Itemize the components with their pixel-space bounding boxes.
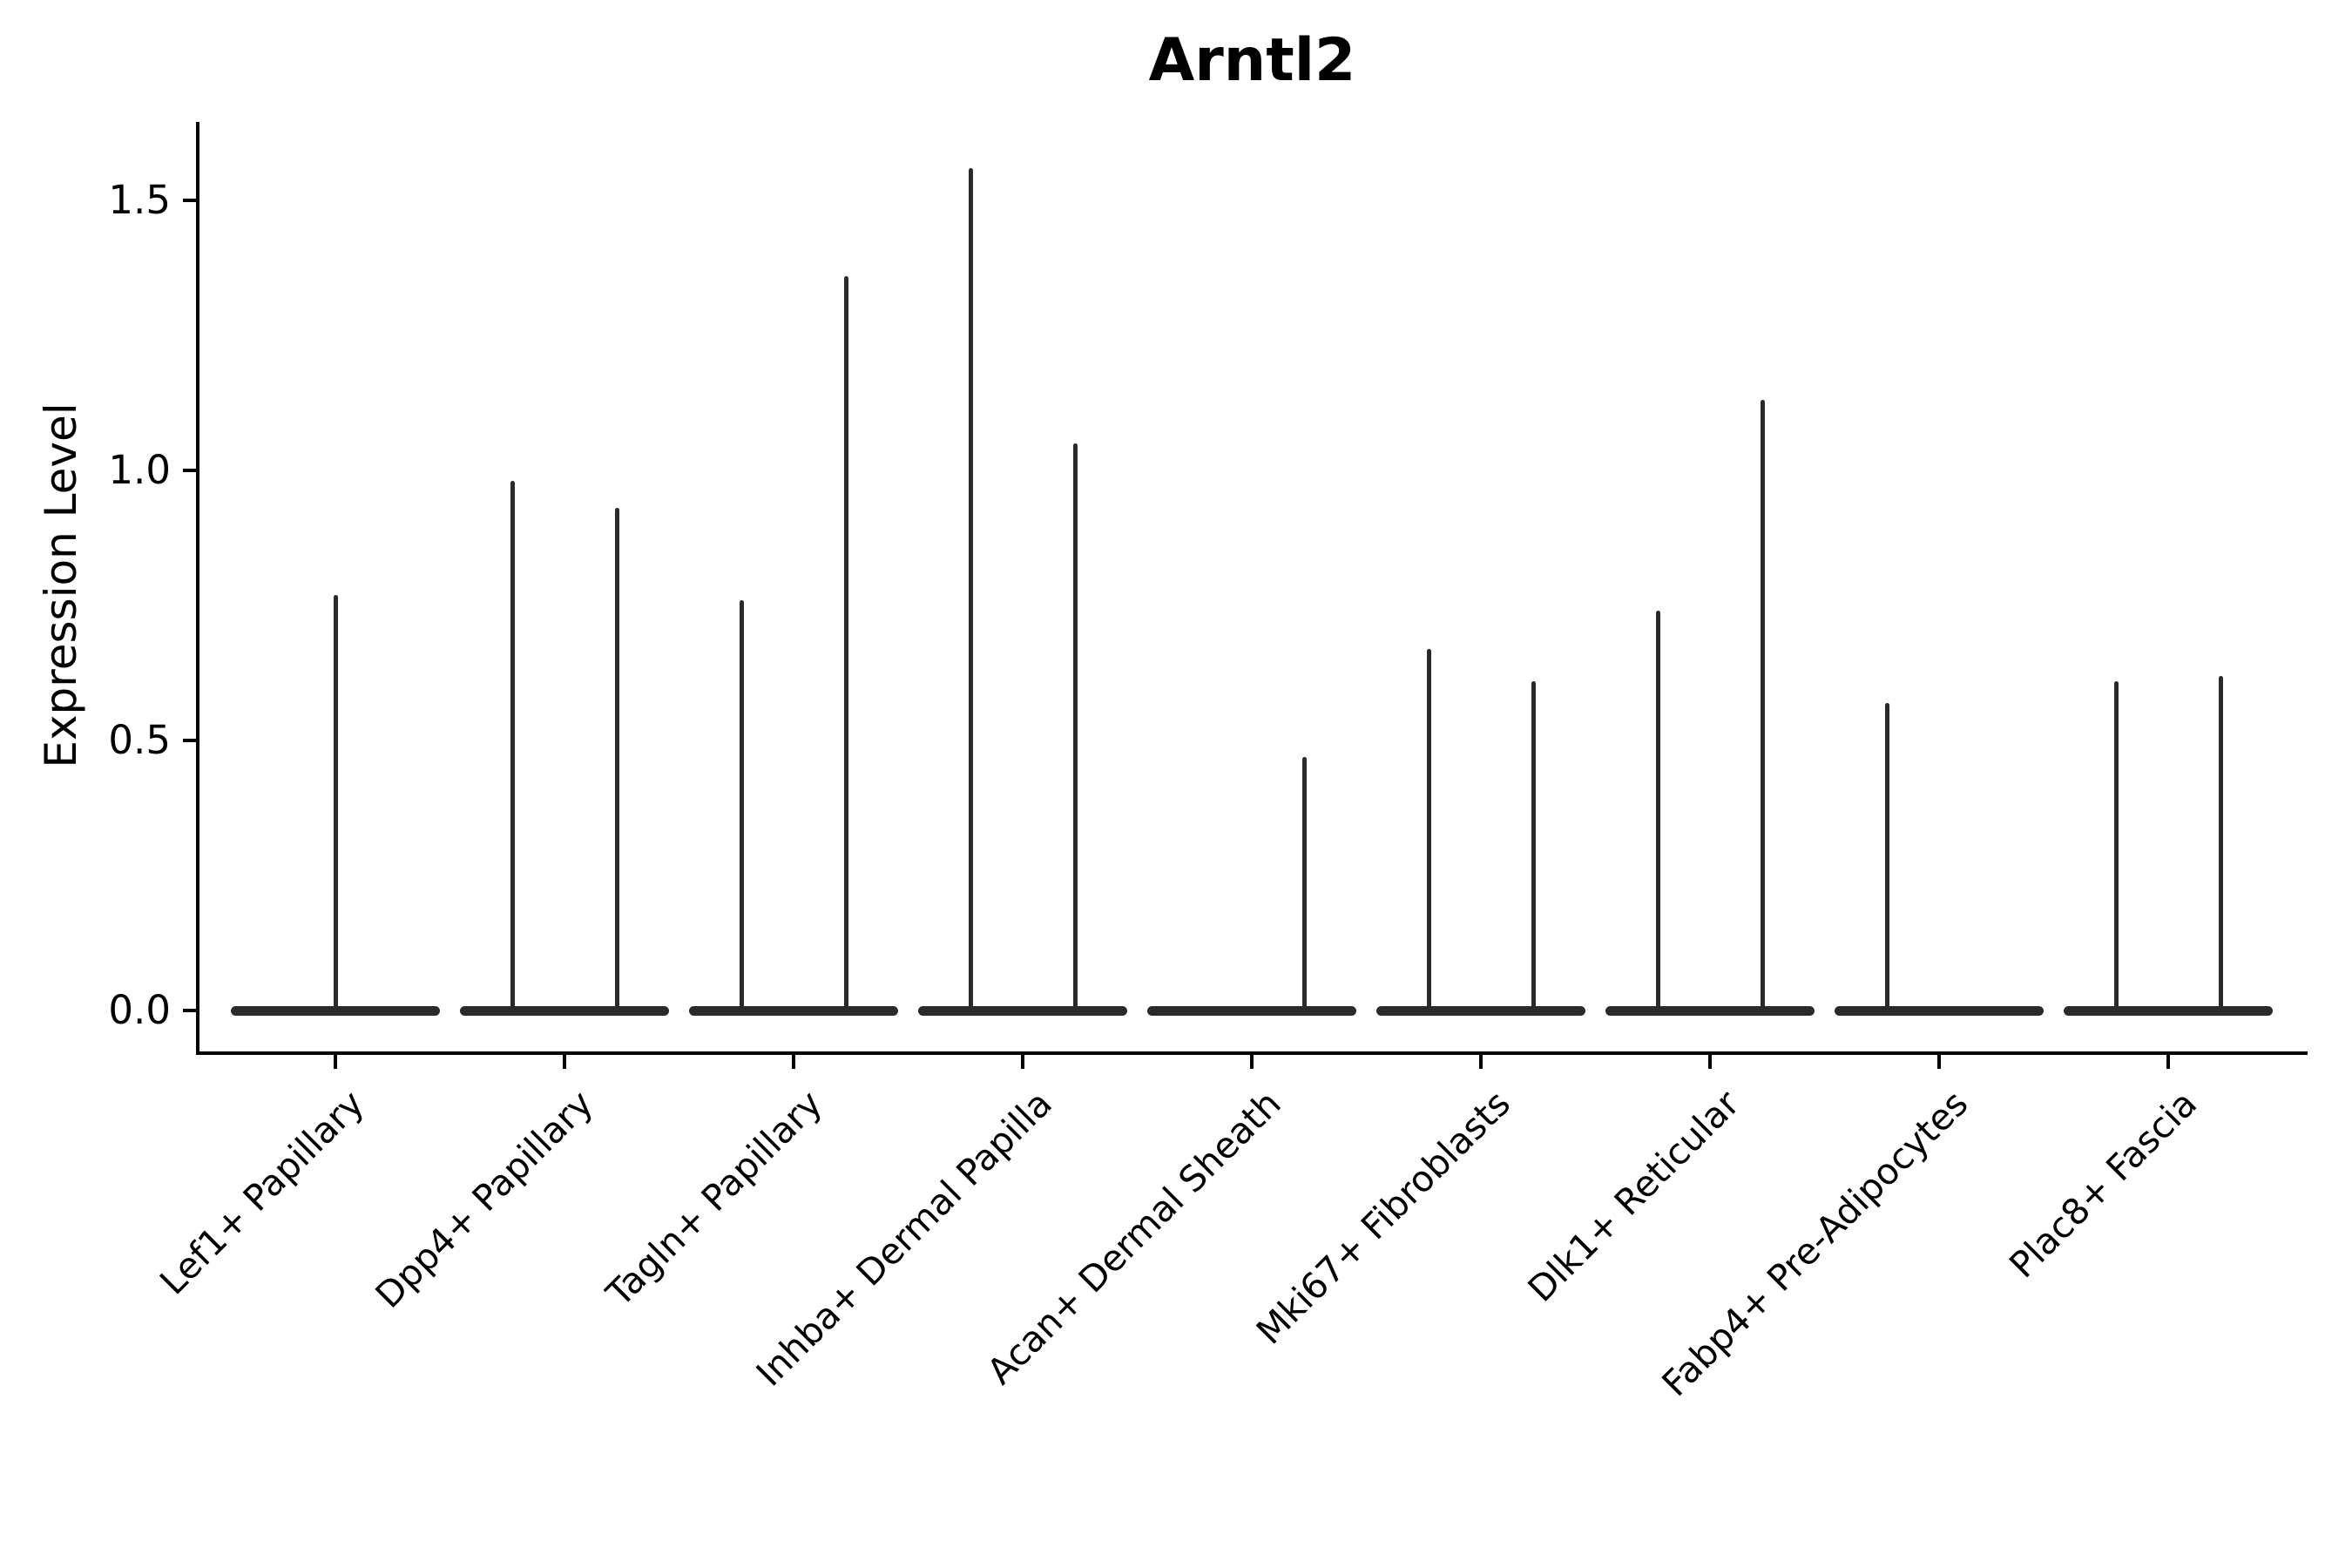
x-tick-label: Mki67+ Fibroblasts: [1247, 1082, 1518, 1353]
violin-spike: [843, 275, 848, 1010]
y-tick-label: 1.5: [108, 177, 171, 223]
violin-base: [1835, 1006, 2044, 1016]
violin-spike: [1426, 648, 1431, 1010]
x-tick-mark: [1479, 1055, 1483, 1069]
x-tick-label: Dpp4+ Papillary: [368, 1082, 602, 1316]
violin-spike: [1531, 680, 1536, 1010]
violin-spike: [333, 594, 338, 1010]
violin-base: [460, 1006, 669, 1016]
y-tick-label: 1.0: [108, 447, 171, 493]
x-tick-mark: [563, 1055, 566, 1069]
x-tick-mark: [334, 1055, 337, 1069]
violin-spike: [1884, 702, 1889, 1010]
x-tick-mark: [1708, 1055, 1712, 1069]
violin-base: [689, 1006, 898, 1016]
y-tick-mark: [183, 469, 196, 472]
violin-spike: [1301, 756, 1307, 1010]
y-tick-mark: [183, 199, 196, 202]
x-tick-label: Tagln+ Papillary: [598, 1082, 831, 1315]
violin-spike: [968, 167, 973, 1010]
y-tick-label: 0.5: [108, 717, 171, 763]
x-tick-mark: [2166, 1055, 2170, 1069]
x-tick-mark: [1250, 1055, 1254, 1069]
violin-base: [1147, 1006, 1356, 1016]
violin-spike: [739, 599, 744, 1010]
x-tick-label: Lef1+ Papillary: [152, 1082, 373, 1303]
y-tick-mark: [183, 1009, 196, 1012]
x-axis-line: [196, 1051, 2308, 1055]
violin-spike: [1072, 443, 1078, 1010]
y-tick-label: 0.0: [108, 987, 171, 1033]
violin-base: [2064, 1006, 2273, 1016]
violin-spike: [510, 481, 515, 1010]
violin-spike: [1760, 400, 1765, 1010]
violin-base: [231, 1006, 440, 1016]
violin-base: [918, 1006, 1127, 1016]
y-tick-mark: [183, 739, 196, 742]
x-tick-label: Plac8+ Fascia: [2001, 1082, 2206, 1287]
x-tick-mark: [1937, 1055, 1941, 1069]
violin-base: [1376, 1006, 1585, 1016]
plot-title: Arntl2: [1148, 26, 1356, 95]
violin-spike: [2113, 680, 2119, 1010]
violin-spike: [614, 508, 619, 1010]
violin-spike: [1655, 611, 1660, 1010]
violin-spike: [2218, 675, 2223, 1010]
x-tick-label: Dlk1+ Reticular: [1519, 1082, 1747, 1310]
x-tick-mark: [1021, 1055, 1024, 1069]
y-axis-line: [196, 122, 199, 1055]
x-tick-mark: [792, 1055, 795, 1069]
violin-base: [1605, 1006, 1815, 1016]
